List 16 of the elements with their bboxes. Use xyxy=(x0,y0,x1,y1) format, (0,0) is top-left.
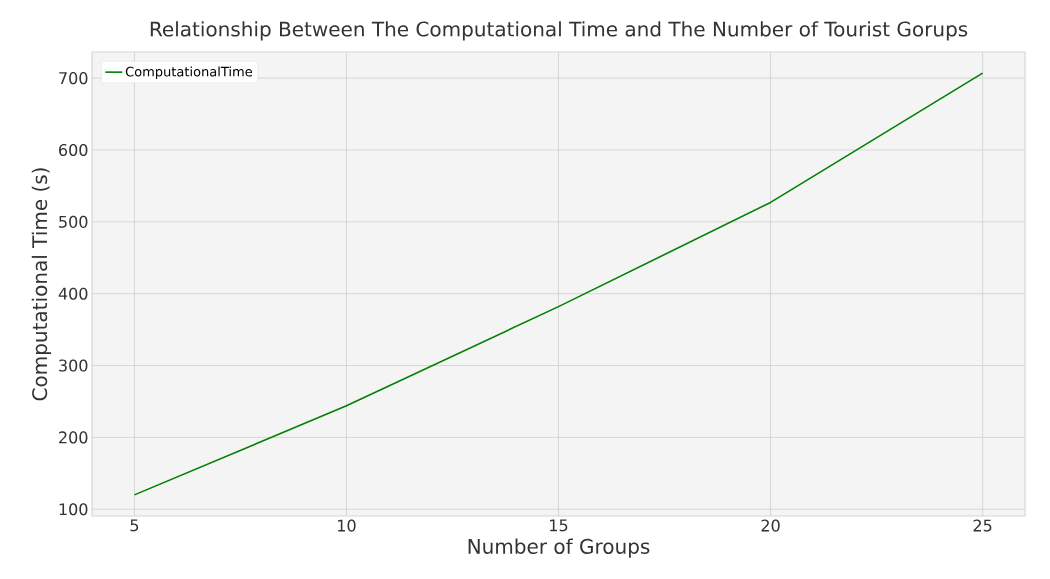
y-tick-label: 700 xyxy=(59,72,88,85)
y-tick-label: 100 xyxy=(59,503,88,516)
x-tick-label: 25 xyxy=(973,519,992,532)
y-axis-title: Computational Time (s) xyxy=(31,168,52,401)
x-axis-title: Number of Groups xyxy=(468,538,650,558)
legend-label: ComputationalTime xyxy=(125,66,253,80)
y-tick-label: 300 xyxy=(59,359,88,372)
y-tick-label: 600 xyxy=(59,143,88,157)
y-tick-label: 400 xyxy=(58,287,88,300)
y-tick-label: 200 xyxy=(59,431,88,444)
x-tick-label: 5 xyxy=(130,519,139,532)
y-tick-label: 500 xyxy=(59,215,88,228)
x-tick-label: 10 xyxy=(338,519,356,532)
x-tick-label: 15 xyxy=(550,519,568,532)
x-tick-label: 20 xyxy=(761,519,780,532)
chart-title: Relationship Between The Computational Time and The Number of Tourist Gorups xyxy=(150,21,968,41)
